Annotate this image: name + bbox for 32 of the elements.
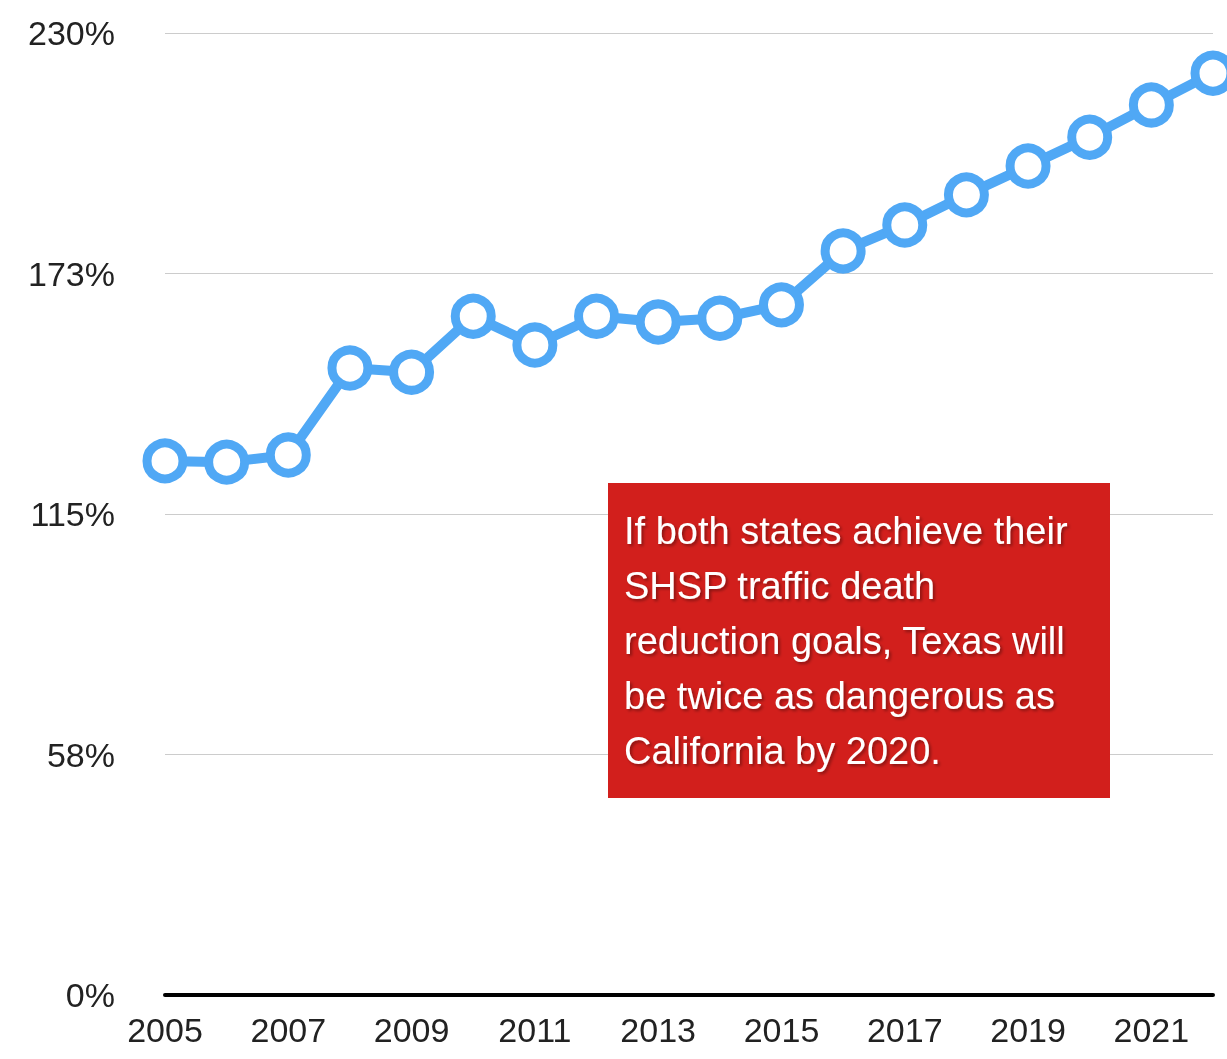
point [142,438,188,484]
x-tick-label: 2019 [990,1011,1066,1049]
y-tick-label: 58% [46,735,115,774]
point [1128,82,1174,128]
x-tick-label: 2017 [866,1011,943,1049]
point [204,439,250,485]
point [389,349,435,395]
point [1067,114,1113,160]
point [1005,143,1051,189]
point [512,322,558,368]
point [943,172,989,218]
x-tick-label: 2009 [373,1011,450,1049]
point [450,293,496,339]
point [697,295,743,341]
x-tick-label: 2013 [620,1011,696,1049]
x-tick-label: 2005 [127,1011,203,1049]
x-tick-label: 2011 [498,1011,572,1049]
point [327,345,373,391]
x-tick-label: 2015 [743,1011,820,1049]
y-tick-label: 115% [30,495,115,533]
point [820,228,866,274]
x-tick-label: 2007 [250,1011,327,1049]
point [574,293,620,339]
point [265,432,311,478]
x-tick-label: 2021 [1113,1011,1190,1049]
point [635,299,681,345]
y-tick-label: 230% [28,14,115,52]
annotation: If both states achieve their SHSP traffic death reduction goals, Texas will be twice as dangerous as California by 2020. [624,509,1079,772]
point [882,202,928,248]
y-tick-label: 173% [28,254,115,293]
point [759,282,804,328]
y-tick-label: 0% [65,976,115,1014]
